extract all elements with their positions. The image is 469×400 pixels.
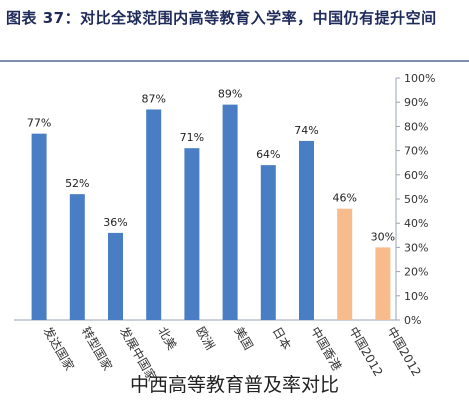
data-label: 30% xyxy=(371,230,395,243)
bar xyxy=(184,148,200,320)
y-tick-label: 80% xyxy=(404,120,428,133)
chart-caption: 中西高等教育普及率对比 xyxy=(129,374,339,396)
bar xyxy=(299,140,314,320)
x-tick-label: 中国香港 xyxy=(308,324,345,373)
bars-layer xyxy=(31,104,391,321)
y-tick-label: 10% xyxy=(404,290,428,303)
y-tick-label: 20% xyxy=(404,266,428,279)
x-tick-label: 欧洲 xyxy=(193,325,217,353)
data-label: 77% xyxy=(27,117,51,130)
y-tick-label: 100% xyxy=(404,72,435,85)
chart-title: 图表 37：对比全球范围内高等教育入学率，中国仍有提升空间 xyxy=(6,9,437,27)
bar xyxy=(146,109,162,321)
data-label: 89% xyxy=(218,88,242,101)
x-tick-label: 美国 xyxy=(232,325,256,353)
data-label: 64% xyxy=(256,148,280,161)
y-tick-label: 40% xyxy=(404,217,428,230)
x-tick-label: 转型国家 xyxy=(79,324,116,373)
data-label: 71% xyxy=(180,131,204,144)
data-label: 74% xyxy=(294,124,318,137)
data-label: 36% xyxy=(103,216,127,229)
y-tick-label: 50% xyxy=(404,193,428,206)
bar xyxy=(31,133,47,320)
y-tick-label: 90% xyxy=(404,96,428,109)
x-tick-label: 北美 xyxy=(155,325,179,353)
y-tick-label: 30% xyxy=(404,241,428,254)
bar xyxy=(108,232,123,320)
data-label: 46% xyxy=(332,192,356,205)
data-label: 87% xyxy=(141,92,165,105)
y-tick-label: 70% xyxy=(404,145,428,158)
title-divider xyxy=(0,60,469,62)
x-tick-label: 发达国家 xyxy=(41,324,78,373)
bar xyxy=(337,208,353,320)
bar xyxy=(260,165,276,320)
bar xyxy=(69,194,85,320)
data-label: 52% xyxy=(65,177,89,190)
y-tick-label: 60% xyxy=(404,169,428,182)
x-tick-label: 日本 xyxy=(270,325,294,353)
ticks-layer: 0% 10% 20% 30% 40% 50% 60% 70% 80% 90% 100% xyxy=(396,72,435,327)
bar xyxy=(375,247,391,320)
bar xyxy=(222,104,238,321)
y-tick-label: 0% xyxy=(404,314,421,327)
